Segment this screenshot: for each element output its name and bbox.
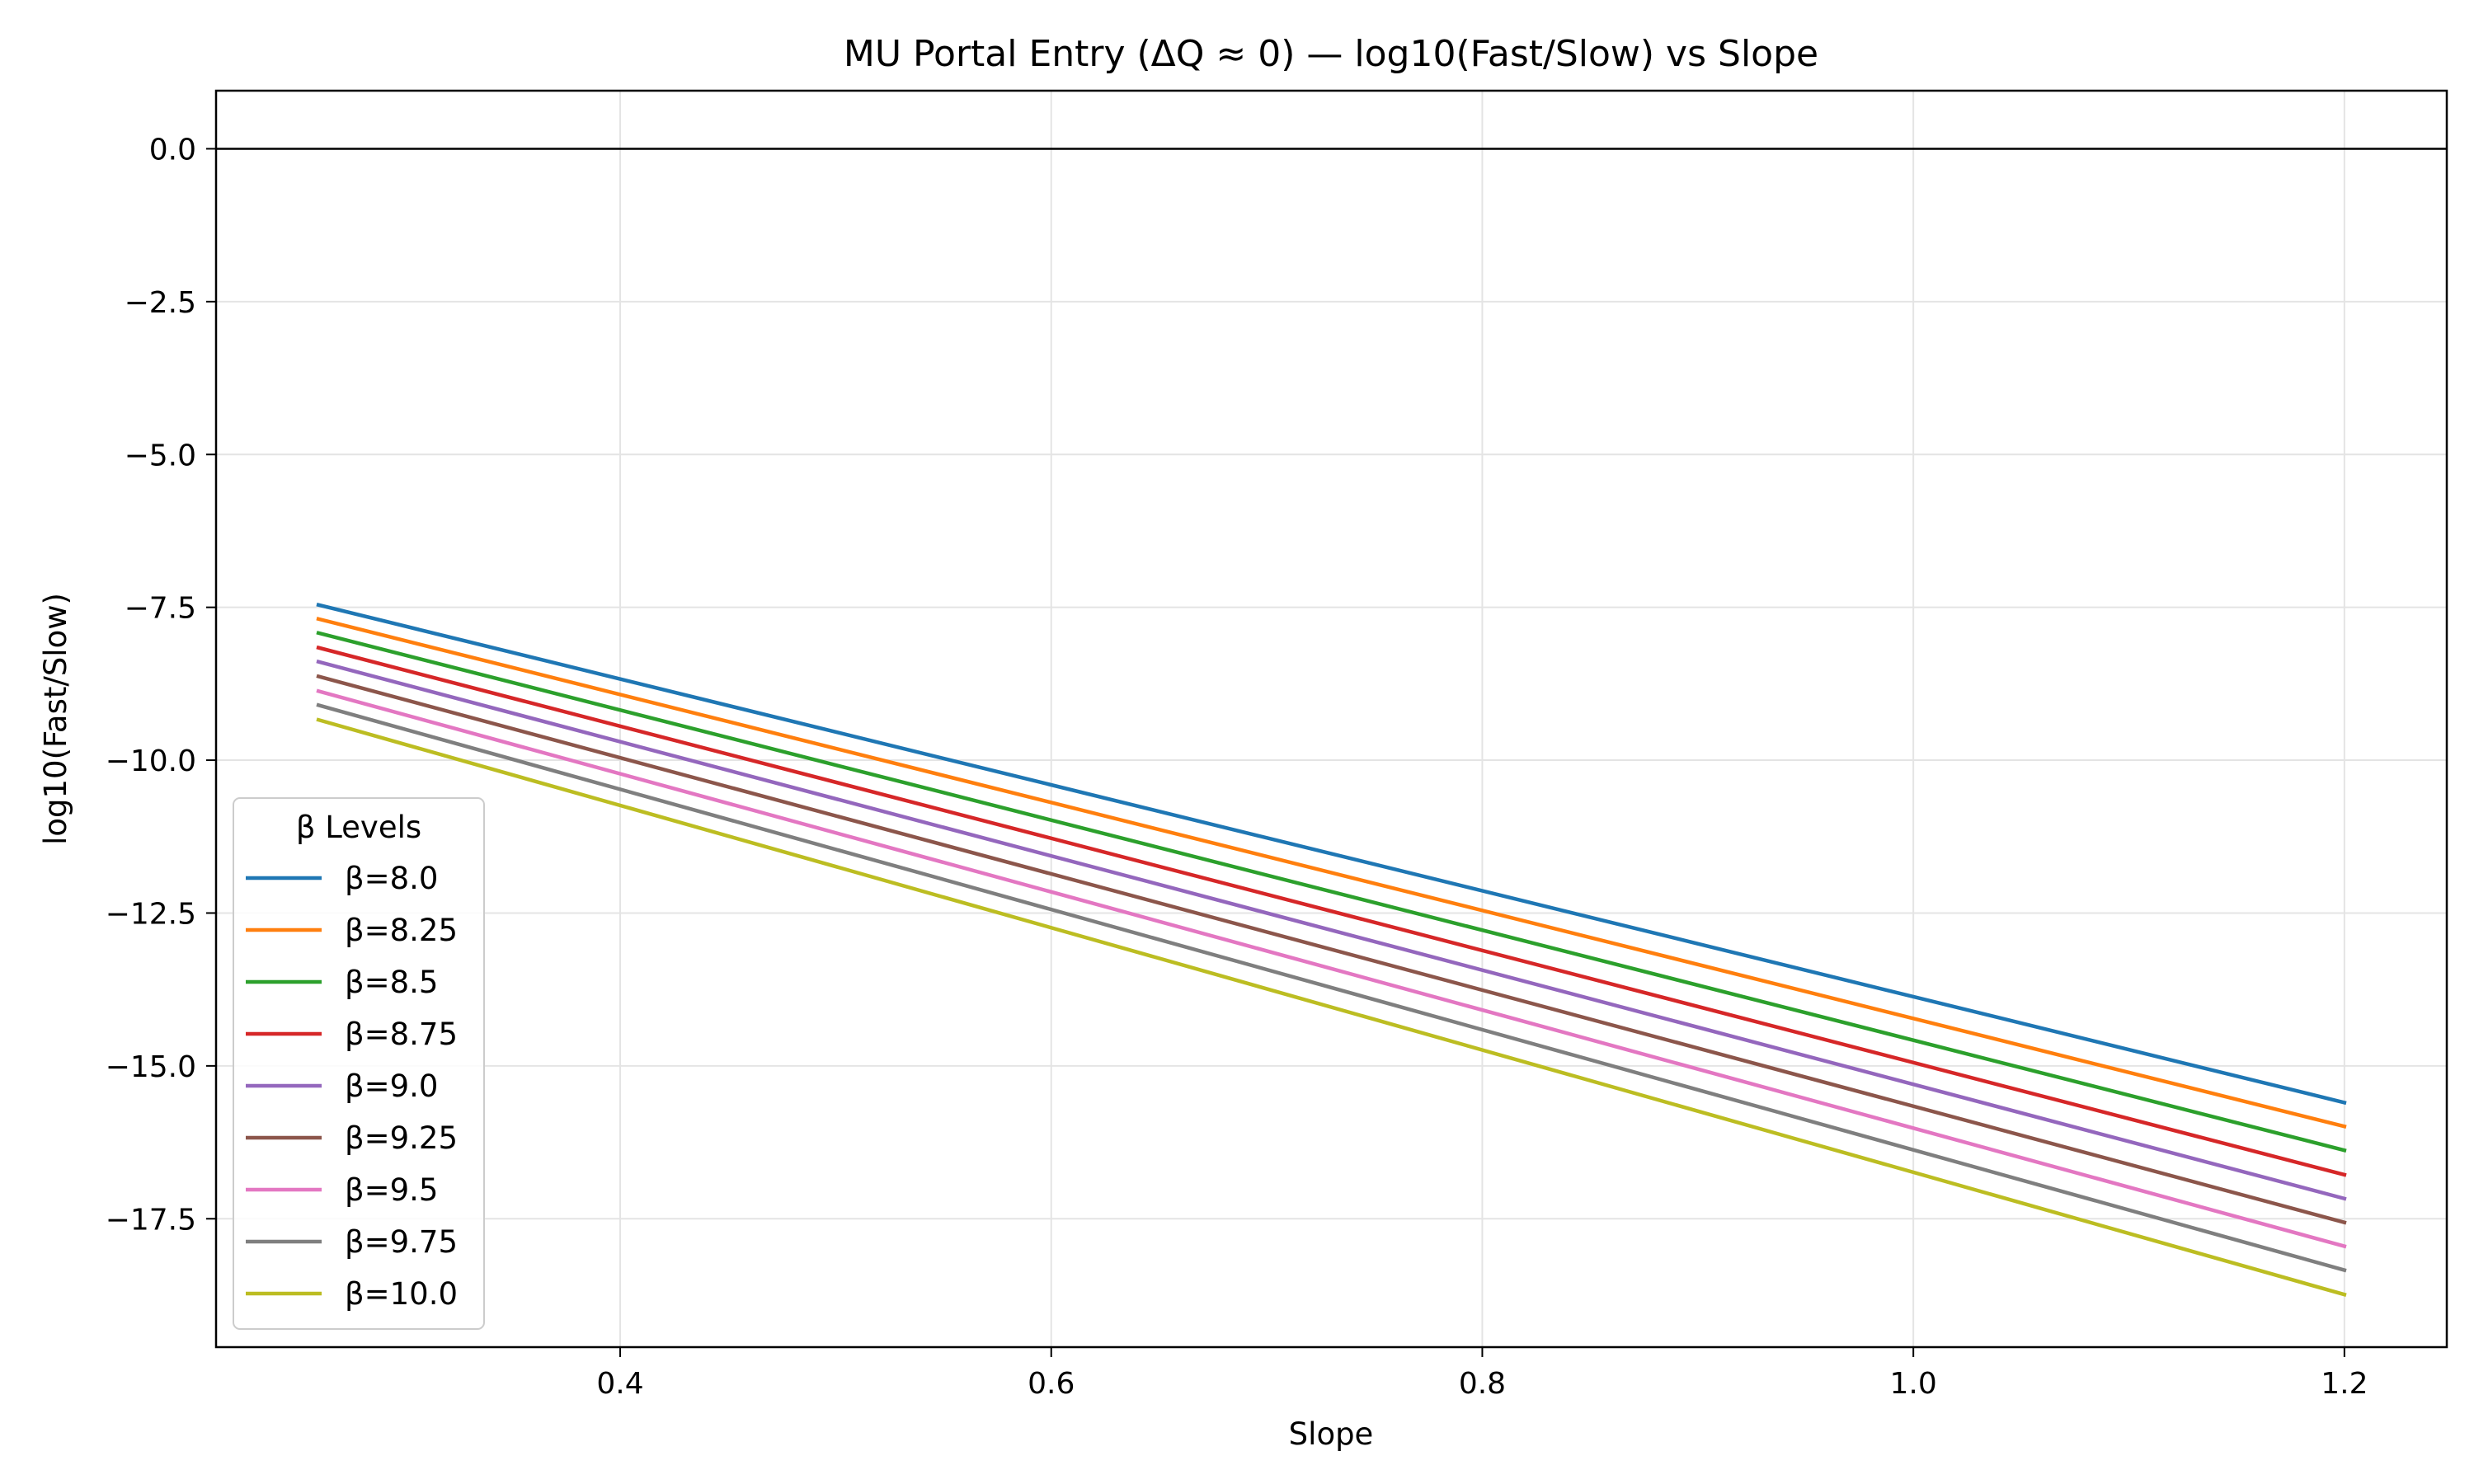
legend-entry-label: β=9.25 bbox=[345, 1120, 458, 1156]
y-axis: 0.0 −2.5 −5.0 −7.5 −10.0 −12.5 −15.0 −17.5 bbox=[106, 133, 216, 1237]
y-axis-label: log10(Fast/Slow) bbox=[38, 593, 73, 845]
x-tick-label: 0.8 bbox=[1459, 1367, 1506, 1401]
series-line bbox=[316, 645, 2347, 1177]
series-line bbox=[316, 617, 2347, 1129]
x-tick-label: 1.2 bbox=[2321, 1367, 2368, 1401]
y-tick-label: −17.5 bbox=[106, 1203, 196, 1237]
y-tick-label: −7.5 bbox=[125, 592, 196, 626]
plot-area-frame bbox=[214, 89, 2448, 1349]
x-tick-label: 1.0 bbox=[1890, 1367, 1937, 1401]
legend-entry-label: β=9.0 bbox=[345, 1068, 438, 1104]
series-line bbox=[316, 659, 2347, 1201]
legend-entry-label: β=9.75 bbox=[345, 1224, 458, 1260]
y-tick-label: −12.5 bbox=[106, 897, 196, 931]
legend-title: β Levels bbox=[296, 810, 421, 845]
series-line bbox=[316, 688, 2347, 1249]
series-line bbox=[316, 717, 2347, 1298]
series-line bbox=[316, 702, 2347, 1273]
x-tick-label: 0.4 bbox=[596, 1367, 643, 1401]
legend-entry-label: β=10.0 bbox=[345, 1276, 458, 1312]
y-tick-label: −10.0 bbox=[106, 744, 196, 778]
series-layer bbox=[316, 602, 2347, 1298]
x-axis-label: Slope bbox=[1289, 1416, 1374, 1452]
series-line bbox=[316, 674, 2347, 1225]
legend-entry-label: β=8.25 bbox=[345, 913, 458, 948]
y-tick-label: −2.5 bbox=[125, 286, 196, 320]
x-axis: 0.4 0.6 0.8 1.0 1.2 bbox=[596, 1347, 2368, 1401]
y-tick-label: −15.0 bbox=[106, 1050, 196, 1084]
legend-entry-label: β=9.5 bbox=[345, 1172, 438, 1208]
legend-entry-label: β=8.0 bbox=[345, 861, 438, 896]
chart-title: MU Portal Entry (ΔQ ≈ 0) — log10(Fast/Sl… bbox=[844, 33, 1818, 75]
legend-entry-label: β=8.5 bbox=[345, 965, 438, 1000]
x-tick-label: 0.6 bbox=[1028, 1367, 1075, 1401]
y-tick-label: 0.0 bbox=[149, 133, 196, 167]
legend: β Levels β=8.0 β=8.25 β=8.5 β=8.75 β=9.0 β=9.… bbox=[233, 797, 485, 1330]
legend-entry-label: β=8.75 bbox=[345, 1017, 458, 1052]
series-line bbox=[316, 602, 2347, 1106]
y-tick-label: −5.0 bbox=[125, 439, 196, 472]
series-line bbox=[316, 631, 2347, 1153]
